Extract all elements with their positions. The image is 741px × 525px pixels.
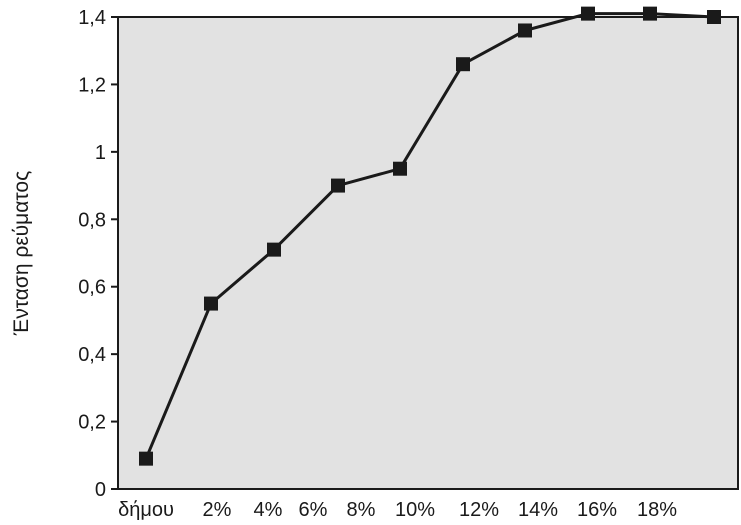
x-tick-label: 8% <box>347 499 376 521</box>
x-tick-label: 18% <box>637 499 677 521</box>
y-tick-label: 0,8 <box>78 209 106 231</box>
data-point-marker <box>643 6 657 21</box>
y-tick-label: 1,2 <box>78 74 106 96</box>
x-tick-label: δήμου <box>118 499 174 521</box>
x-tick-label: 6% <box>299 499 328 521</box>
y-tick-label: 1,4 <box>78 7 106 29</box>
data-point-marker <box>707 10 721 24</box>
y-tick-label: 0,4 <box>78 344 106 366</box>
data-point-marker <box>518 23 532 38</box>
plot-area <box>117 16 739 490</box>
x-tick-label: 12% <box>459 499 499 521</box>
x-tick-label: 4% <box>254 499 283 521</box>
series-line <box>144 12 715 460</box>
y-axis-title: Ένταση ρεύματος <box>10 171 33 336</box>
x-tick-label: 2% <box>203 499 232 521</box>
y-tick-label: 0 <box>95 479 106 501</box>
data-point-marker <box>331 178 345 193</box>
data-point-marker <box>267 242 281 257</box>
data-point-marker <box>139 451 153 466</box>
y-tick-label: 1 <box>95 142 106 164</box>
data-point-marker <box>581 6 595 21</box>
data-point-marker <box>393 161 407 176</box>
data-point-marker <box>204 296 218 311</box>
x-tick-label: 10% <box>395 499 435 521</box>
y-tick-label: 0,2 <box>78 412 106 434</box>
series-layer <box>139 6 721 466</box>
data-point-marker <box>456 57 470 72</box>
x-tick-label: 14% <box>518 499 558 521</box>
y-tick-label: 0,6 <box>78 277 106 299</box>
x-axis: δήμου 2% 4% 6% 8% 10% 12% 14% 16% 18% <box>118 499 677 521</box>
x-tick-label: 16% <box>577 499 617 521</box>
y-axis: 0 0,2 0,4 0,6 0,8 1 1,2 1,4 <box>78 7 118 501</box>
